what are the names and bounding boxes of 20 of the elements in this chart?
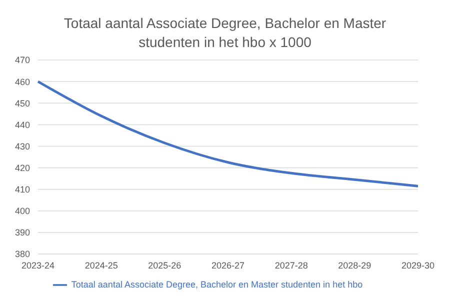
y-tick-label: 390 xyxy=(14,228,30,238)
line-series xyxy=(36,80,420,188)
y-tick-label: 430 xyxy=(14,141,30,152)
x-tick-label: 2028-29 xyxy=(338,260,372,270)
y-tick-label: 380 xyxy=(14,249,30,260)
x-tick-label: 2029-30 xyxy=(401,260,435,270)
y-tick-label: 440 xyxy=(14,120,30,130)
x-tick-label: 2027-28 xyxy=(274,260,308,270)
y-tick-label: 450 xyxy=(14,98,30,108)
x-tick-label: 2024-25 xyxy=(84,260,118,270)
x-tick-label: 2025-26 xyxy=(148,260,182,270)
y-tick-label: 400 xyxy=(14,206,30,216)
y-tick-label: 410 xyxy=(14,184,30,195)
chart-title: Totaal aantal Associate Degree, Bachelor en Master studenten in het hbo x 1000 xyxy=(62,14,388,52)
y-tick-label: 420 xyxy=(14,162,30,173)
x-tick-label: 2023-24 xyxy=(21,260,55,270)
legend-label: Totaal aantal Associate Degree, Bachelor en Master studenten in het hbo xyxy=(71,279,363,290)
y-tick-label: 460 xyxy=(14,76,30,87)
x-tick-label: 2026-27 xyxy=(211,260,245,270)
y-tick-label: 470 xyxy=(14,55,30,66)
